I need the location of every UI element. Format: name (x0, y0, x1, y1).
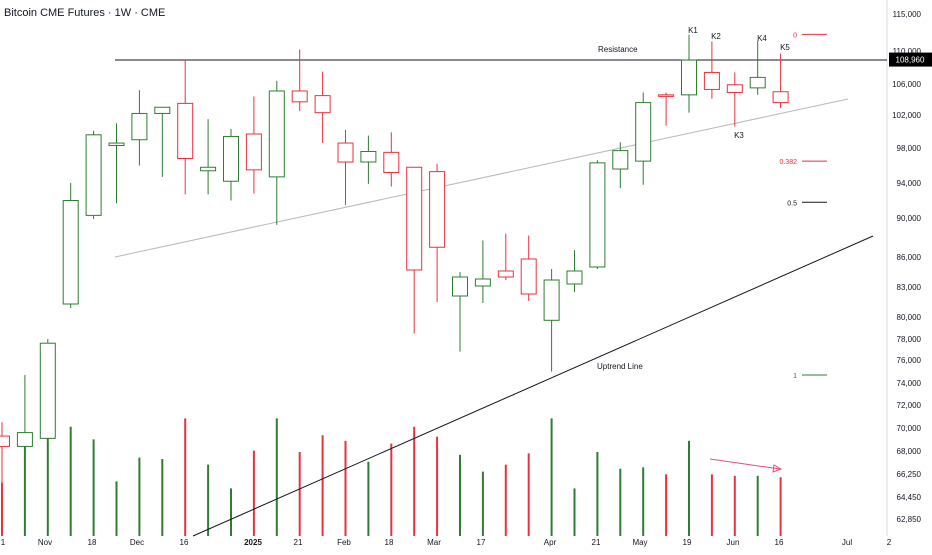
candle-body (635, 102, 652, 162)
candle-body (429, 171, 446, 248)
candle-body (566, 270, 583, 285)
time-tick-label: 18 (88, 538, 97, 547)
uptrend-line (192, 235, 874, 537)
candle-body (360, 151, 377, 163)
candle-label: K2 (711, 32, 721, 41)
price-tick-label: 115,000 (893, 10, 922, 19)
candle-body (314, 95, 331, 114)
candle-body (497, 270, 514, 278)
time-tick-label: May (632, 538, 647, 547)
time-tick-label: 17 (477, 538, 486, 547)
price-tick-label: 86,000 (897, 253, 922, 262)
price-tick-label: 80,000 (897, 313, 922, 322)
candle-label: K5 (780, 43, 790, 52)
price-tick-label: 83,000 (897, 283, 922, 292)
candle-body (589, 162, 606, 268)
price-tick-label: 98,000 (897, 144, 922, 153)
candle-body (200, 166, 217, 172)
time-tick-label: 21 (592, 538, 601, 547)
candle-label: K3 (734, 131, 744, 140)
candle-body (703, 71, 720, 90)
candle-body (245, 133, 262, 171)
fib-label: 1 (793, 373, 797, 380)
channel-line (114, 98, 849, 258)
time-tick-label: Dec (130, 538, 144, 547)
time-tick-label: 18 (385, 538, 394, 547)
candle-body (474, 278, 491, 287)
fib-label: 0.5 (787, 200, 797, 207)
candle-body (268, 90, 285, 178)
volume-trend-line (709, 458, 781, 470)
time-tick-label: Mar (427, 538, 441, 547)
fib-label: 0 (793, 32, 797, 39)
candle-body (108, 142, 125, 147)
time-tick-label: Nov (38, 538, 52, 547)
time-tick-label: Feb (337, 538, 351, 547)
candle-body (131, 112, 148, 141)
price-tick-label: 64,450 (897, 493, 922, 502)
time-tick-label: 16 (180, 538, 189, 547)
time-tick-label: 16 (775, 538, 784, 547)
candle-body (681, 59, 697, 96)
candle-body (62, 200, 79, 305)
price-tick-label: 62,850 (897, 515, 922, 524)
time-tick-label: 19 (683, 538, 692, 547)
price-tick-label: 94,000 (897, 179, 922, 188)
time-tick-label: Apr (544, 538, 557, 547)
candle-label: K1 (688, 26, 698, 35)
candle-body (16, 432, 33, 447)
candle-body (383, 151, 400, 173)
time-tick-label: 2 (887, 538, 892, 547)
price-tick-label: 70,000 (897, 424, 922, 433)
candle-body (177, 102, 194, 159)
volume-trend-arrow (772, 464, 783, 473)
chart-title: Bitcoin CME Futures · 1W · CME (4, 7, 166, 19)
time-tick-label: 21 (294, 538, 303, 547)
candle-body (337, 142, 354, 163)
candle-body (726, 84, 743, 94)
time-tick-label: 2025 (244, 538, 262, 547)
time-tick-label: 1 (1, 538, 6, 547)
candle-body (406, 166, 423, 271)
price-tick-label: 74,000 (897, 379, 922, 388)
candle-body (0, 435, 10, 447)
price-tick-label: 90,000 (897, 214, 922, 223)
candle-body (612, 150, 629, 170)
candle-body (223, 135, 239, 182)
time-tick-label: Jul (842, 538, 852, 547)
candle-body (154, 106, 171, 114)
price-tick-label: 110,000 (893, 47, 922, 56)
uptrend-label: Uptrend Line (597, 362, 643, 371)
resistance-label: Resistance (598, 45, 638, 54)
candle-body (39, 342, 56, 439)
price-tick-label: 106,000 (892, 80, 921, 89)
current-price-label: 108,960 (896, 56, 925, 65)
candle-label: K4 (757, 34, 767, 43)
candle-body (543, 279, 560, 321)
candle-body (772, 91, 789, 104)
price-tick-label: 76,000 (897, 356, 922, 365)
candle-body (520, 258, 537, 295)
price-tick-label: 72,000 (897, 401, 922, 410)
candle-body (291, 90, 308, 103)
candle-body (749, 76, 766, 89)
candle-body (85, 134, 102, 216)
fib-label: 0.382 (779, 159, 797, 166)
current-price-marker (889, 52, 932, 67)
price-tick-label: 78,000 (897, 335, 922, 344)
price-tick-label: 66,250 (897, 470, 922, 479)
time-tick-label: Jun (727, 538, 740, 547)
candle-body (452, 276, 468, 297)
price-tick-label: 68,000 (897, 447, 922, 456)
price-tick-label: 102,000 (892, 111, 921, 120)
candle-body (658, 94, 675, 97)
